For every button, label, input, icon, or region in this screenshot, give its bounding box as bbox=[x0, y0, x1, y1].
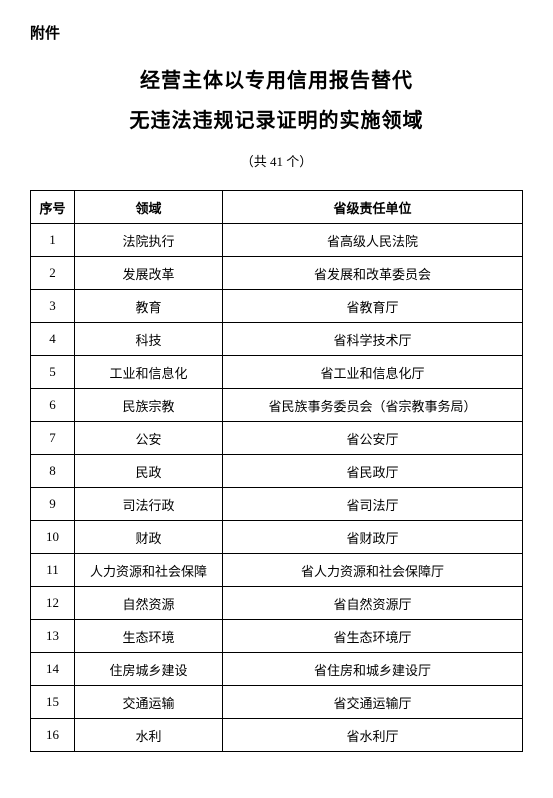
cell-index: 8 bbox=[31, 455, 75, 488]
table-row: 4科技省科学技术厅 bbox=[31, 323, 523, 356]
title-block: 经营主体以专用信用报告替代 无违法违规记录证明的实施领域 bbox=[30, 61, 523, 141]
table-row: 16水利省水利厅 bbox=[31, 719, 523, 752]
cell-field: 科技 bbox=[75, 323, 223, 356]
table-row: 6民族宗教省民族事务委员会（省宗教事务局） bbox=[31, 389, 523, 422]
cell-index: 12 bbox=[31, 587, 75, 620]
cell-unit: 省司法厅 bbox=[223, 488, 523, 521]
cell-field: 住房城乡建设 bbox=[75, 653, 223, 686]
cell-field: 自然资源 bbox=[75, 587, 223, 620]
cell-index: 4 bbox=[31, 323, 75, 356]
cell-index: 2 bbox=[31, 257, 75, 290]
cell-index: 1 bbox=[31, 224, 75, 257]
cell-unit: 省人力资源和社会保障厅 bbox=[223, 554, 523, 587]
cell-field: 民族宗教 bbox=[75, 389, 223, 422]
fields-table: 序号 领域 省级责任单位 1法院执行省高级人民法院2发展改革省发展和改革委员会3… bbox=[30, 190, 523, 752]
cell-field: 人力资源和社会保障 bbox=[75, 554, 223, 587]
cell-unit: 省教育厅 bbox=[223, 290, 523, 323]
table-row: 13生态环境省生态环境厅 bbox=[31, 620, 523, 653]
table-header-row: 序号 领域 省级责任单位 bbox=[31, 191, 523, 224]
cell-field: 公安 bbox=[75, 422, 223, 455]
table-row: 8民政省民政厅 bbox=[31, 455, 523, 488]
cell-unit: 省交通运输厅 bbox=[223, 686, 523, 719]
cell-field: 工业和信息化 bbox=[75, 356, 223, 389]
cell-field: 民政 bbox=[75, 455, 223, 488]
cell-index: 3 bbox=[31, 290, 75, 323]
attachment-label: 附件 bbox=[30, 22, 523, 43]
cell-field: 水利 bbox=[75, 719, 223, 752]
title-line-1: 经营主体以专用信用报告替代 bbox=[30, 61, 523, 101]
cell-index: 10 bbox=[31, 521, 75, 554]
cell-field: 司法行政 bbox=[75, 488, 223, 521]
cell-unit: 省发展和改革委员会 bbox=[223, 257, 523, 290]
cell-unit: 省财政厅 bbox=[223, 521, 523, 554]
cell-index: 16 bbox=[31, 719, 75, 752]
table-row: 10财政省财政厅 bbox=[31, 521, 523, 554]
cell-index: 11 bbox=[31, 554, 75, 587]
subtitle-count: （共 41 个） bbox=[30, 151, 523, 170]
cell-unit: 省科学技术厅 bbox=[223, 323, 523, 356]
header-index: 序号 bbox=[31, 191, 75, 224]
cell-unit: 省民族事务委员会（省宗教事务局） bbox=[223, 389, 523, 422]
cell-unit: 省住房和城乡建设厅 bbox=[223, 653, 523, 686]
table-row: 2发展改革省发展和改革委员会 bbox=[31, 257, 523, 290]
cell-index: 7 bbox=[31, 422, 75, 455]
cell-unit: 省自然资源厅 bbox=[223, 587, 523, 620]
cell-index: 6 bbox=[31, 389, 75, 422]
cell-index: 13 bbox=[31, 620, 75, 653]
header-field: 领域 bbox=[75, 191, 223, 224]
table-row: 9司法行政省司法厅 bbox=[31, 488, 523, 521]
cell-unit: 省高级人民法院 bbox=[223, 224, 523, 257]
table-row: 12自然资源省自然资源厅 bbox=[31, 587, 523, 620]
title-line-2: 无违法违规记录证明的实施领域 bbox=[30, 101, 523, 141]
table-row: 15交通运输省交通运输厅 bbox=[31, 686, 523, 719]
cell-index: 5 bbox=[31, 356, 75, 389]
cell-index: 9 bbox=[31, 488, 75, 521]
table-row: 5工业和信息化省工业和信息化厅 bbox=[31, 356, 523, 389]
table-row: 11人力资源和社会保障省人力资源和社会保障厅 bbox=[31, 554, 523, 587]
cell-unit: 省水利厅 bbox=[223, 719, 523, 752]
cell-index: 15 bbox=[31, 686, 75, 719]
cell-field: 交通运输 bbox=[75, 686, 223, 719]
table-body: 1法院执行省高级人民法院2发展改革省发展和改革委员会3教育省教育厅4科技省科学技… bbox=[31, 224, 523, 752]
cell-field: 生态环境 bbox=[75, 620, 223, 653]
table-row: 1法院执行省高级人民法院 bbox=[31, 224, 523, 257]
table-row: 3教育省教育厅 bbox=[31, 290, 523, 323]
cell-unit: 省生态环境厅 bbox=[223, 620, 523, 653]
cell-field: 法院执行 bbox=[75, 224, 223, 257]
cell-index: 14 bbox=[31, 653, 75, 686]
header-unit: 省级责任单位 bbox=[223, 191, 523, 224]
cell-field: 教育 bbox=[75, 290, 223, 323]
cell-field: 财政 bbox=[75, 521, 223, 554]
cell-unit: 省公安厅 bbox=[223, 422, 523, 455]
table-row: 7公安省公安厅 bbox=[31, 422, 523, 455]
cell-unit: 省工业和信息化厅 bbox=[223, 356, 523, 389]
table-row: 14住房城乡建设省住房和城乡建设厅 bbox=[31, 653, 523, 686]
cell-field: 发展改革 bbox=[75, 257, 223, 290]
cell-unit: 省民政厅 bbox=[223, 455, 523, 488]
